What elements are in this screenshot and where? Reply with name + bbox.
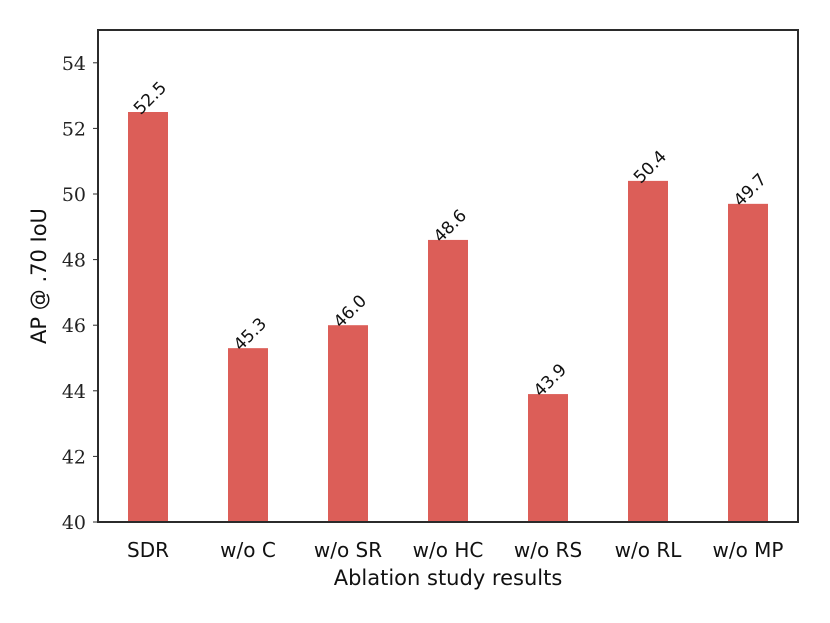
x-tick-label: w/o SR: [314, 538, 382, 562]
x-tick-label: SDR: [127, 538, 169, 562]
x-tick-label: w/o RL: [615, 538, 683, 562]
y-tick-label: 52: [62, 118, 86, 140]
y-tick-label: 48: [62, 250, 86, 272]
x-tick-label: w/o HC: [413, 538, 484, 562]
x-ticks: SDR w/o C w/o SR w/o HC w/o RS w/o RL w/o MP: [127, 538, 784, 562]
x-tick-label: w/o MP: [712, 538, 783, 562]
y-tick-label: 42: [62, 446, 86, 468]
bar-sdr: [128, 112, 168, 522]
plot-frame: [97, 29, 799, 523]
y-tick-label: 54: [62, 53, 86, 75]
y-tick-label: 50: [62, 184, 86, 206]
x-tick-label: w/o C: [220, 538, 276, 562]
bars-layer: [128, 112, 768, 523]
bar-w-o-rl: [628, 180, 668, 522]
y-ticks: 40 42 44 46 48 50 52 54: [62, 53, 98, 534]
bar-w-o-hc: [428, 239, 468, 523]
y-axis-label: AP @ .70 IoU: [27, 208, 51, 344]
y-tick-label: 46: [62, 315, 86, 337]
bar-w-o-sr: [328, 325, 368, 522]
x-tick-label: w/o RS: [514, 538, 582, 562]
y-tick-label: 44: [62, 381, 86, 403]
bar-w-o-mp: [728, 203, 768, 522]
bar-w-o-c: [228, 348, 268, 522]
x-axis-label: Ablation study results: [334, 566, 563, 590]
bar-w-o-rs: [528, 394, 568, 522]
y-tick-label: 40: [62, 512, 86, 534]
